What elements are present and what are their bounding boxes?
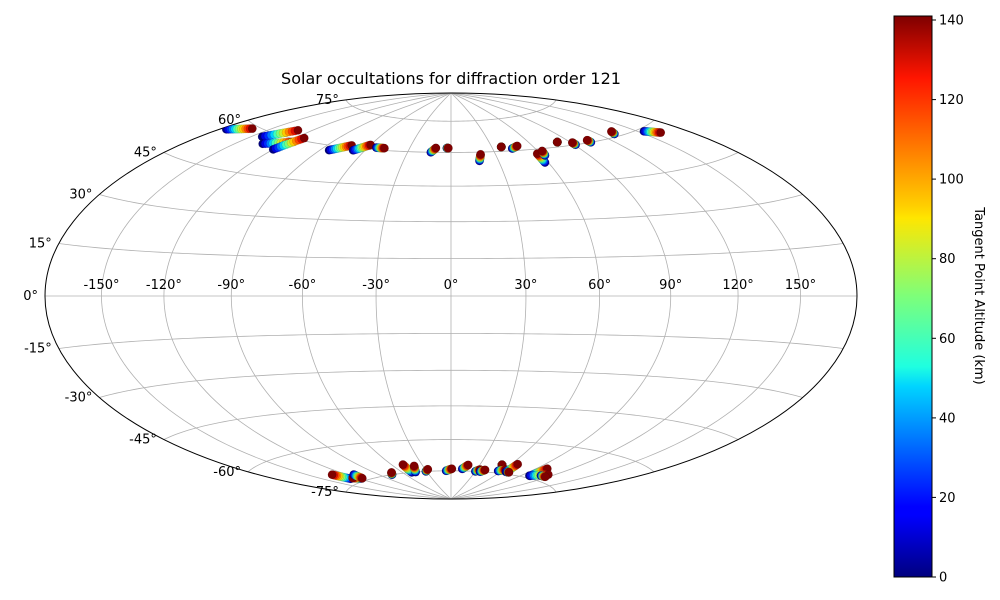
occultation-point	[552, 137, 562, 147]
occultation-point	[327, 470, 337, 480]
occultation-point	[480, 465, 490, 475]
parallel-45	[163, 152, 739, 187]
occultation-point	[357, 473, 367, 483]
lat-tick-label: 75°	[316, 93, 339, 108]
colorbar-tick-label: 80	[939, 252, 956, 267]
occultation-points	[221, 124, 666, 484]
lon-tick-label: -90°	[217, 278, 245, 293]
colorbar-tick-label: 20	[939, 491, 956, 506]
lat-tick-label: 15°	[29, 237, 52, 252]
occultation-point	[496, 142, 506, 152]
lon-tick-label: -30°	[362, 278, 390, 293]
lat-tick-label: -45°	[129, 433, 157, 448]
colorbar-tick-label: 40	[939, 411, 956, 426]
occultation-point	[582, 135, 592, 145]
colorbar-label: Tangent Point Altitude (km)	[971, 206, 986, 384]
occultation-point	[293, 125, 303, 135]
lat-tick-label: -60°	[213, 465, 241, 480]
lat-tick-label: -75°	[311, 485, 339, 500]
lon-tick-label: 60°	[588, 278, 611, 293]
occultation-point	[537, 146, 547, 156]
occultation-point	[299, 133, 309, 143]
lat-tick-label: 60°	[218, 113, 241, 128]
colorbar-tick-label: 0	[939, 571, 947, 586]
parallel--30	[99, 369, 803, 398]
lon-tick-label: 90°	[659, 278, 682, 293]
occultation-point	[504, 467, 514, 477]
colorbar-ticks: 0 20 40 60 80 100 120 140	[932, 14, 964, 586]
colorbar-tick-label: 140	[939, 14, 964, 29]
lon-tick-label: 30°	[514, 278, 537, 293]
lat-tick-label: 0°	[23, 289, 38, 304]
parallel--15	[58, 333, 844, 349]
lon-tick-label: -60°	[289, 278, 317, 293]
occultation-point	[463, 460, 473, 470]
occultation-point	[567, 138, 577, 148]
occultation-point	[656, 128, 666, 138]
lon-tick-label: -150°	[83, 278, 119, 293]
map-grid	[45, 93, 857, 499]
longitude-tick-labels: -150° -120° -90° -60° -30° 0° 30° 60° 90° 120° 150…	[83, 278, 816, 293]
occultation-point	[398, 460, 408, 469]
occultation-point	[512, 141, 522, 151]
colorbar-tick-label: 120	[939, 93, 964, 108]
lon-tick-label: 150°	[785, 278, 816, 293]
occultation-point	[447, 464, 457, 474]
map-boundary	[44, 92, 858, 500]
lat-tick-label: -30°	[65, 391, 93, 406]
occultation-point	[247, 124, 257, 134]
occultation-point	[476, 149, 485, 159]
colorbar-gradient	[893, 15, 933, 578]
occultation-point	[431, 143, 441, 153]
parallel-15	[58, 243, 844, 259]
parallel--60	[247, 439, 655, 473]
occultation-point	[423, 464, 433, 474]
lon-tick-label: -120°	[146, 278, 182, 293]
parallel-75	[345, 99, 557, 122]
occultation-point	[607, 127, 616, 136]
colorbar-tick-label: 60	[939, 332, 956, 347]
latitude-tick-labels: 75° 60° 45° 30° 15° 0° -15° -30° -45° -60° -75°	[23, 93, 339, 500]
lon-tick-label: 120°	[722, 278, 753, 293]
lat-tick-label: 45°	[134, 146, 157, 161]
occultation-point	[379, 143, 389, 153]
parallel--45	[163, 405, 739, 440]
lat-tick-label: 30°	[69, 188, 92, 203]
lat-tick-label: -15°	[24, 342, 52, 357]
occultation-point	[387, 468, 396, 477]
parallel-30	[99, 194, 803, 223]
colorbar-tick-label: 100	[939, 173, 964, 188]
occultation-point	[409, 461, 419, 471]
occultation-point	[513, 459, 523, 469]
occultation-point	[540, 472, 550, 482]
occultation-point	[443, 143, 453, 153]
chart-title: Solar occultations for diffraction order…	[281, 69, 621, 88]
colorbar: 0 20 40 60 80 100 120 140 Tangent Point Altitud…	[893, 14, 986, 586]
lon-tick-label: 0°	[444, 278, 459, 293]
